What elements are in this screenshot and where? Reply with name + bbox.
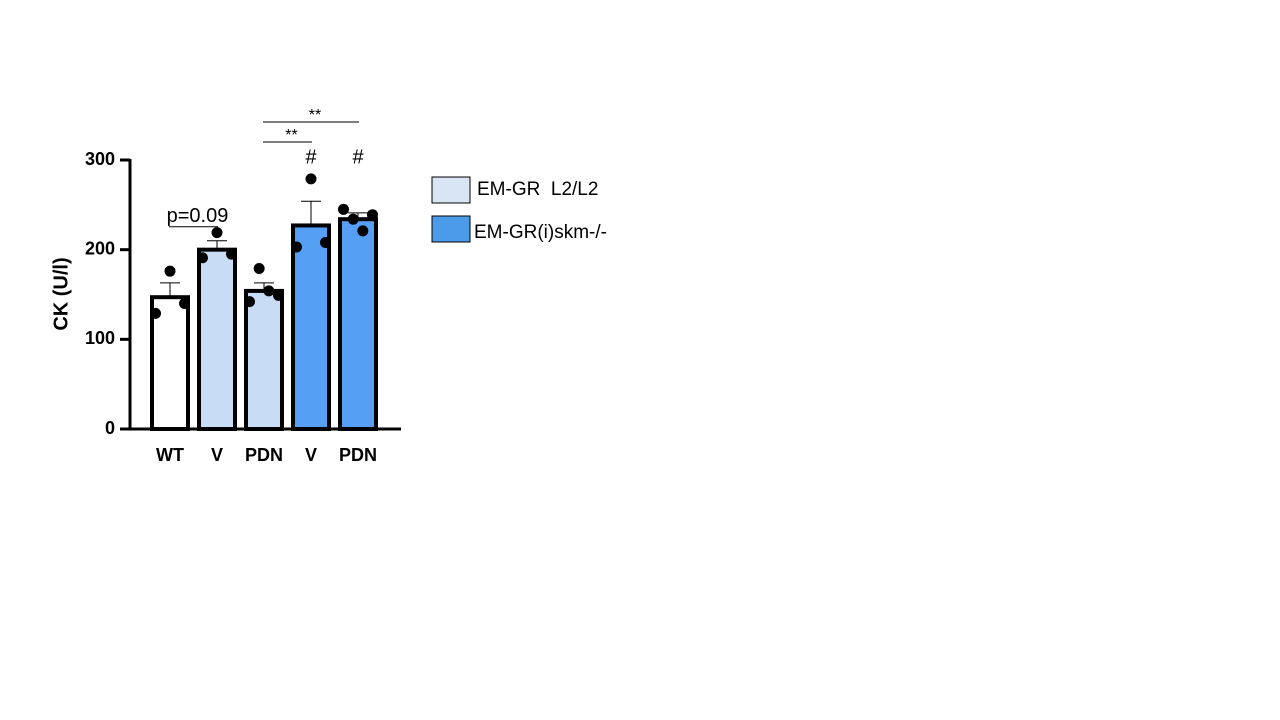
legend-label: EM-GR(i)skm-/- [474,222,607,243]
legend-label: EM-GR L2/L2 [477,179,598,200]
data-point [179,297,190,309]
data-point [320,236,331,248]
y-tick-label: 100 [85,328,115,348]
data-point [291,241,302,253]
y-tick-label: 200 [85,238,115,258]
data-point [197,252,208,264]
x-tick-label: PDN [245,445,283,465]
data-point [253,262,265,274]
data-point [338,203,349,215]
bar [197,247,237,431]
legend-swatch [431,215,471,243]
y-axis-label: CK (U/l) [50,257,72,330]
legend-swatch [431,176,471,204]
data-point [164,265,176,277]
bracket-label: ** [285,127,297,144]
bar [291,223,331,431]
bar [338,217,378,431]
data-point [357,225,369,237]
data-point [150,307,161,319]
x-tick-label: WT [156,445,184,465]
y-tick-label: 0 [105,418,115,438]
y-tick-label: 300 [85,149,115,169]
data-point [347,213,359,225]
data-point [305,173,317,185]
bracket-label: ** [309,107,321,124]
bracket-label: p=0.09 [167,205,229,227]
x-tick-label: V [211,445,223,465]
data-point [244,296,255,308]
bar [244,288,284,431]
data-point [263,285,275,297]
data-point [273,289,284,301]
data-point [226,248,237,260]
x-tick-label: V [305,445,317,465]
significance-mark: # [305,146,317,168]
data-point [367,209,378,221]
x-tick-label: PDN [339,445,377,465]
data-point [211,227,223,239]
significance-mark: # [352,146,364,168]
